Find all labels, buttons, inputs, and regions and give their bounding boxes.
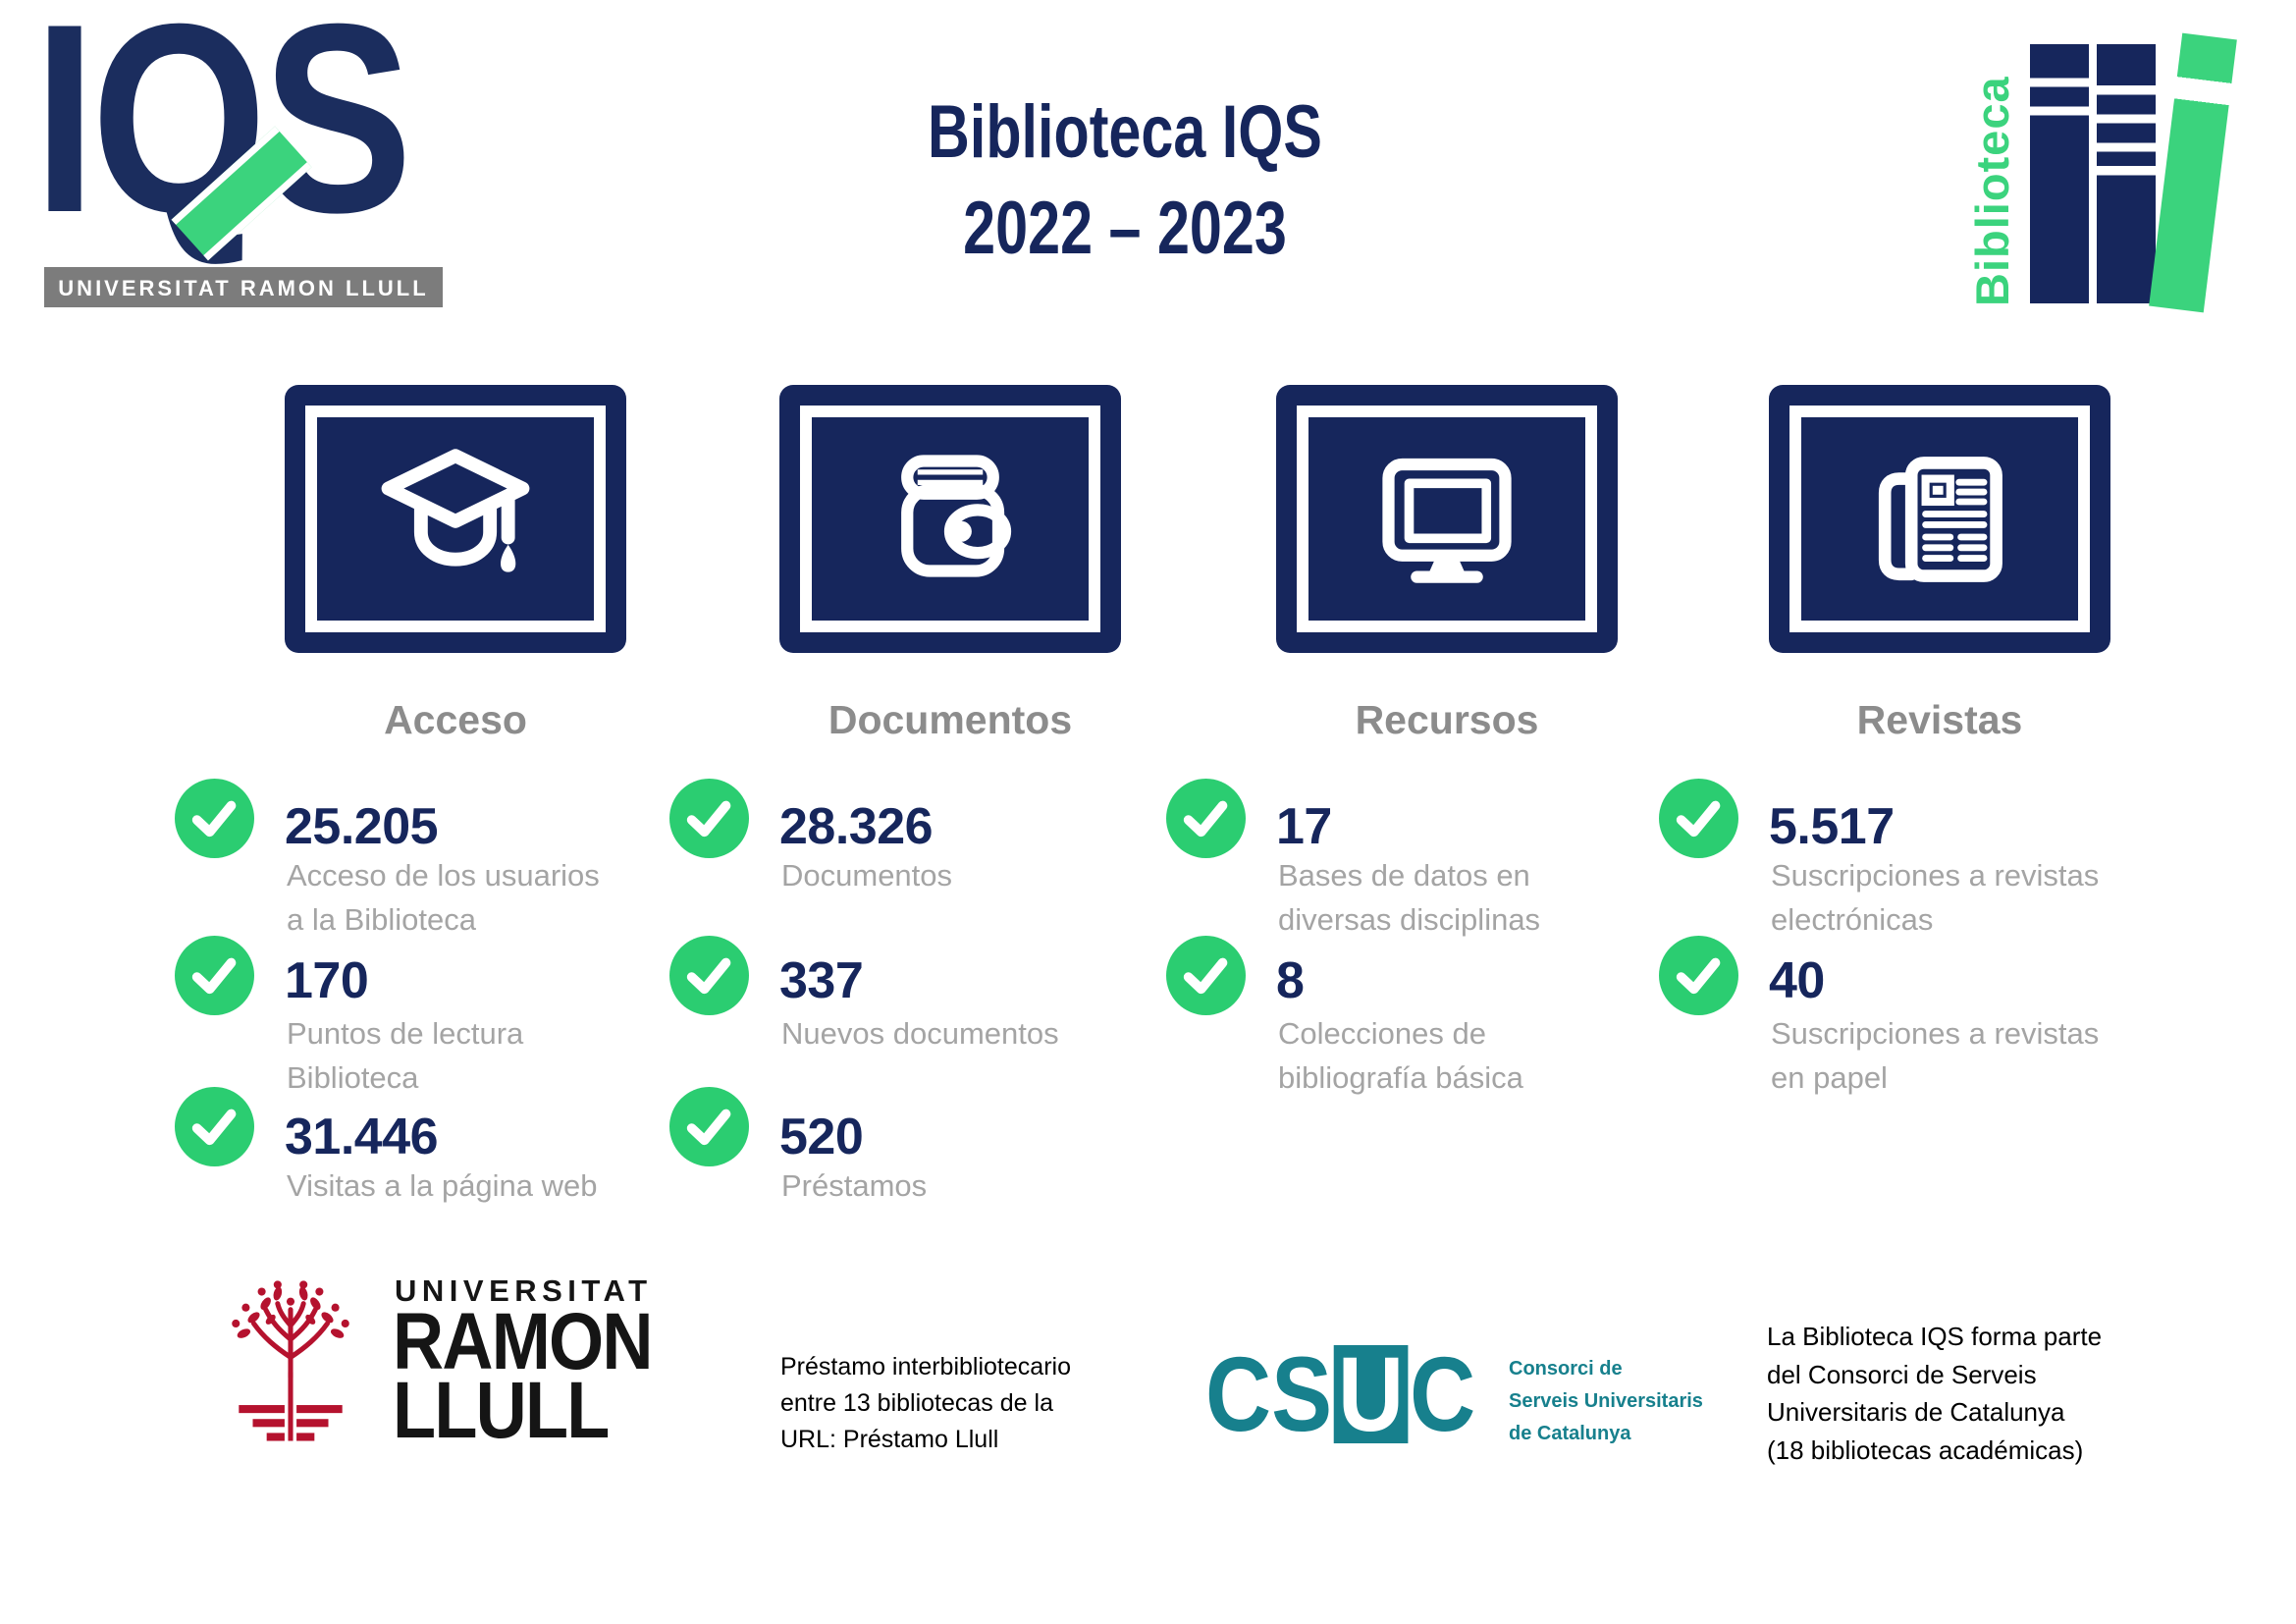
stat-value: 337	[779, 952, 864, 1009]
check-icon	[1659, 936, 1738, 1015]
csuc-logo-u: U	[1333, 1341, 1409, 1447]
column-label: Recursos	[1355, 697, 1539, 742]
check-icon	[669, 936, 749, 1015]
check-icon	[175, 1087, 254, 1166]
membership-note: La Biblioteca IQS forma parte del Consor…	[1767, 1322, 2103, 1465]
tile-frame	[1789, 406, 2090, 632]
url-logo-ramon: RAMON	[393, 1297, 654, 1386]
column-label: Acceso	[384, 697, 527, 742]
column-label: Revistas	[1856, 697, 2023, 742]
graduation-cap-icon	[381, 448, 530, 572]
csuc-description: Consorci de Serveis Universitaris de Cat…	[1509, 1358, 1703, 1444]
page-title-line2: 2022 – 2023	[963, 187, 1287, 270]
csuc-logo-c: C	[1410, 1334, 1476, 1453]
stat-label: Puntos de lectura Biblioteca	[287, 1016, 524, 1095]
stat-label: Nuevos documentos	[781, 1016, 1059, 1051]
book-spine-icon	[2097, 44, 2156, 303]
documentos-tile	[779, 385, 1121, 653]
stat-label: Visitas a la página web	[287, 1168, 598, 1203]
stat-label: Bases de datos en diversas disciplinas	[1278, 858, 1541, 937]
check-icon	[1166, 779, 1246, 858]
check-icon	[1659, 779, 1738, 858]
biblioteca-logo-text: Biblioteca	[1966, 76, 2018, 306]
csuc-logo: CS U C	[1205, 1334, 1476, 1453]
stat-value: 25.205	[285, 798, 439, 855]
book-spine-icon	[2030, 44, 2089, 303]
stat-value: 520	[779, 1109, 864, 1165]
revistas-tile	[1769, 385, 2110, 653]
acceso-tile	[285, 385, 626, 653]
computer-monitor-icon	[1382, 458, 1512, 583]
stat-value: 8	[1276, 952, 1305, 1009]
stat-value: 5.517	[1769, 798, 1895, 855]
stat-value: 17	[1276, 798, 1332, 855]
stat-label: Préstamos	[781, 1168, 928, 1203]
check-icon	[175, 779, 254, 858]
stat-label: Suscripciones a revistas electrónicas	[1771, 858, 2100, 937]
book-spine-tilted-icon	[2149, 32, 2237, 313]
book-wallet-icon	[901, 454, 1012, 577]
universitat-ramon-llull-bar: UNIVERSITAT RAMON LLULL	[44, 267, 443, 307]
interlibrary-note: Préstamo interbibliotecario entre 13 bib…	[780, 1353, 1071, 1453]
stat-label: Documentos	[781, 858, 953, 893]
newspaper-icon	[1878, 456, 2002, 582]
check-icon	[1166, 936, 1246, 1015]
url-logo-llull: LLULL	[393, 1366, 610, 1455]
check-icon	[669, 779, 749, 858]
stat-value: 170	[285, 952, 369, 1009]
url-logo-universitat: UNIVERSITAT	[395, 1273, 653, 1308]
stat-label: Colecciones de bibliografía básica	[1278, 1016, 1523, 1095]
stat-value: 40	[1769, 952, 1825, 1009]
recursos-tile	[1276, 385, 1618, 653]
csuc-logo-cs: CS	[1205, 1334, 1333, 1453]
tile-frame	[800, 406, 1100, 632]
page-title-line1: Biblioteca IQS	[928, 90, 1322, 174]
page-title: Biblioteca IQS 2022 – 2023	[857, 84, 1393, 277]
column-label: Documentos	[828, 697, 1073, 742]
check-icon	[669, 1087, 749, 1166]
stat-label: Suscripciones a revistas en papel	[1771, 1016, 2100, 1095]
tile-frame	[305, 406, 606, 632]
stat-label: Acceso de los usuarios a la Biblioteca	[287, 858, 600, 937]
url-tree-icon	[232, 1280, 349, 1443]
tile-frame	[1297, 406, 1597, 632]
stat-value: 31.446	[285, 1109, 439, 1165]
check-icon	[175, 936, 254, 1015]
stat-value: 28.326	[779, 798, 934, 855]
